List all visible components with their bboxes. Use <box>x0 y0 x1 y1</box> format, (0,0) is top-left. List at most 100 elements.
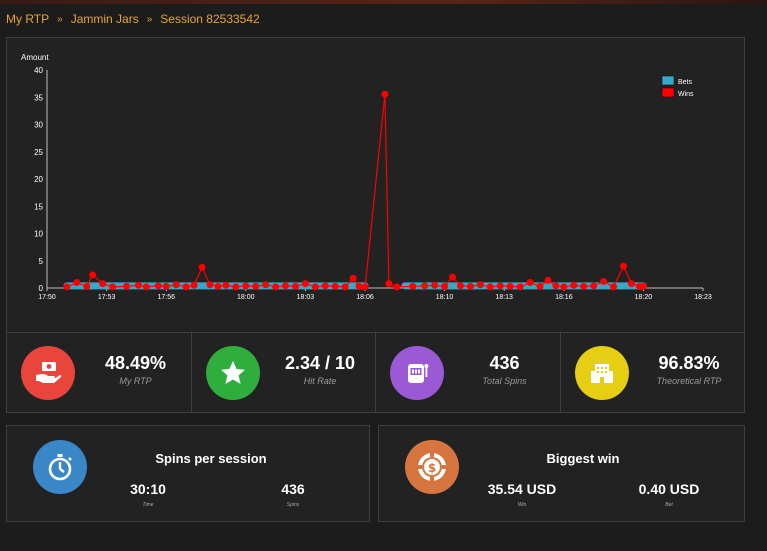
x-tick-label: 18:13 <box>495 294 513 301</box>
spins-per-session-title: Spins per session <box>155 451 267 466</box>
wins-point <box>600 277 608 285</box>
wins-point <box>466 282 474 290</box>
wins-point <box>232 283 240 291</box>
wins-point <box>526 279 534 287</box>
biggest-win-bet-label: Bet <box>665 502 673 508</box>
wins-point <box>544 276 552 284</box>
y-axis-title: Amount <box>21 53 49 62</box>
stat-theoretical-rtp: 96.83% Theoretical RTP <box>561 333 745 412</box>
wins-point <box>639 282 647 290</box>
breadcrumb-separator: » <box>57 13 63 25</box>
wins-point <box>421 282 429 290</box>
wins-point <box>341 283 349 291</box>
x-tick-label: 18:06 <box>356 294 374 301</box>
wins-line <box>66 94 644 288</box>
wins-point <box>449 273 457 281</box>
wins-point <box>506 282 514 290</box>
wins-point <box>610 283 618 291</box>
slot-machine-icon <box>390 346 444 400</box>
wins-point <box>361 283 369 291</box>
biggest-win-label: Win <box>517 502 527 508</box>
session-time-label: Time <box>142 502 154 508</box>
wins-point <box>381 90 389 98</box>
total-spins-value: 436 <box>489 353 520 373</box>
wins-point <box>590 282 598 290</box>
wins-point <box>355 282 363 290</box>
my-rtp-label: My RTP <box>119 376 152 386</box>
y-tick-label: 15 <box>34 202 43 211</box>
wins-point <box>172 281 180 289</box>
y-tick-label: 0 <box>39 284 44 293</box>
top-strip <box>0 0 767 4</box>
casino-chip-icon: $ <box>405 440 459 494</box>
wins-point <box>63 283 71 291</box>
wins-point <box>262 281 270 289</box>
wins-point <box>154 282 162 290</box>
x-tick-label: 18:23 <box>694 294 712 301</box>
theoretical-rtp-label: Theoretical RTP <box>656 376 722 386</box>
legend-label: Wins <box>678 91 694 98</box>
wins-point <box>222 281 230 289</box>
biggest-win-panel: $ Biggest win 35.54 USD Win 0.40 USD Bet <box>378 425 745 522</box>
breadcrumb-session[interactable]: Session 82533542 <box>160 12 260 26</box>
stat-total-spins: 436 Total Spins <box>376 333 561 412</box>
total-spins-label: Total Spins <box>482 376 527 386</box>
wins-point <box>301 280 309 288</box>
session-spins-value: 436 <box>281 481 305 497</box>
x-tick-label: 18:03 <box>297 294 315 301</box>
wins-point <box>516 283 524 291</box>
stat-my-rtp: 48.49% My RTP <box>7 333 192 412</box>
wins-point <box>134 281 142 289</box>
wins-point <box>162 282 170 290</box>
theoretical-rtp-value: 96.83% <box>658 353 720 373</box>
wins-point <box>570 281 578 289</box>
wins-point <box>190 281 198 289</box>
x-tick-label: 17:53 <box>98 294 116 301</box>
wins-point <box>431 281 439 289</box>
wins-point <box>206 281 214 289</box>
wins-point <box>182 283 190 291</box>
wins-point <box>99 280 107 288</box>
wins-point <box>486 283 494 291</box>
wins-point <box>198 263 206 271</box>
y-tick-label: 30 <box>34 121 43 130</box>
y-tick-label: 25 <box>34 148 43 157</box>
amount-chart: Amount 0 5 10 15 20 25 30 35 40 17:50 17:53 17:56 18:… <box>21 53 712 301</box>
wins-point <box>476 281 484 289</box>
biggest-win-bet-value: 0.40 USD <box>638 481 700 497</box>
wins-point <box>89 271 97 279</box>
wins-point <box>496 282 504 290</box>
session-time-value: 30:10 <box>130 481 166 497</box>
y-tick-label: 5 <box>39 257 44 266</box>
stat-hit-rate: 2.34 / 10 Hit Rate <box>192 333 376 412</box>
y-tick-label: 40 <box>34 66 43 75</box>
chart-panel: Amount 0 5 10 15 20 25 30 35 40 17:50 17:53 17:56 18:… <box>6 37 745 333</box>
money-hand-icon <box>21 346 75 400</box>
wins-point <box>311 283 319 291</box>
wins-point <box>393 283 401 291</box>
wins-point <box>242 282 250 290</box>
wins-point <box>291 282 299 290</box>
wins-point <box>83 282 91 290</box>
wins-point <box>385 280 393 288</box>
x-tick-label: 18:16 <box>555 294 573 301</box>
breadcrumb-my-rtp[interactable]: My RTP <box>6 12 50 26</box>
wins-point <box>73 279 81 287</box>
wins-point <box>252 282 260 290</box>
wins-point <box>456 282 464 290</box>
session-spins-label: Spins <box>286 502 300 508</box>
biggest-win-title: Biggest win <box>546 451 620 466</box>
wins-point <box>409 282 417 290</box>
wins-point <box>441 282 449 290</box>
my-rtp-value: 48.49% <box>104 353 167 373</box>
wins-point <box>349 274 357 282</box>
wins-point <box>214 282 222 290</box>
hit-rate-value: 2.34 / 10 <box>284 353 356 373</box>
x-tick-label: 17:56 <box>158 294 176 301</box>
y-tick-label: 10 <box>34 230 43 239</box>
y-tick-label: 35 <box>34 93 43 102</box>
x-tick-label: 17:50 <box>38 294 56 301</box>
casino-building-icon <box>574 346 629 400</box>
breadcrumb-game[interactable]: Jammin Jars <box>70 12 139 26</box>
svg-text:$: $ <box>428 461 436 475</box>
